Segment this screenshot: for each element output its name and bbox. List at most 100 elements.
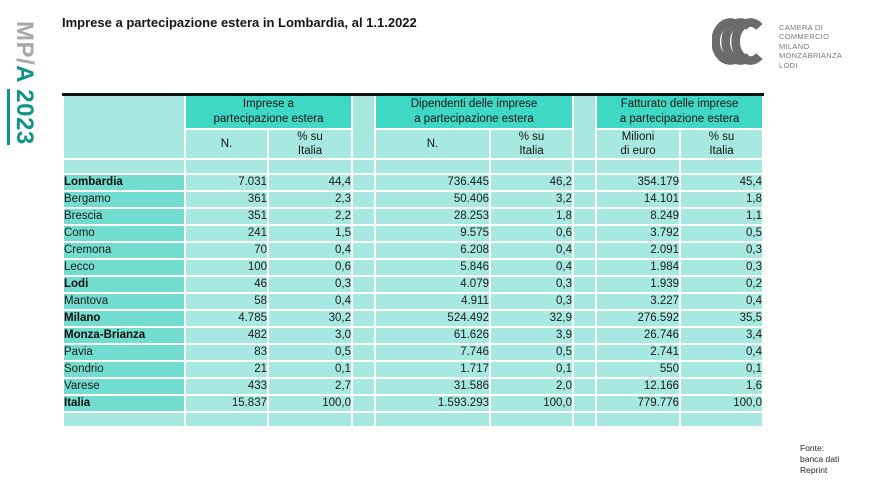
cell-value: 351 — [184, 206, 269, 226]
spacer-cell — [351, 291, 376, 311]
table-body: Lombardia 7.031 44,4 736.445 46,2 354.17… — [62, 157, 765, 428]
cell-value: 45,4 — [679, 172, 765, 192]
subheader-row: N. % su Italia N. % su Italia Milioni di… — [63, 127, 765, 160]
cell-value: 7.746 — [374, 342, 491, 362]
cell-value: 31.586 — [374, 376, 491, 396]
cell-value: 2,7 — [267, 376, 353, 396]
source-line: banca dati — [800, 454, 840, 464]
table-row: Brescia 351 2,2 28.253 1,8 8.249 1,1 — [62, 206, 765, 226]
table-row: Cremona 70 0,4 6.208 0,4 2.091 0,3 — [62, 240, 765, 260]
data-table-container: Imprese a partecipazione estera Dipenden… — [62, 93, 765, 428]
foreign-participation-table: Imprese a partecipazione estera Dipenden… — [62, 93, 765, 428]
row-label: Brescia — [62, 206, 186, 226]
row-label: Cremona — [62, 240, 186, 260]
logo-org-line: MONZABRIANZA — [779, 51, 843, 61]
cell-value: 354.179 — [595, 172, 682, 192]
cell-value: 2,2 — [267, 206, 353, 226]
cell-value: 0,6 — [267, 257, 353, 277]
source-note: Fonte: banca dati Reprint — [800, 443, 839, 476]
group-header-line: Fatturato delle imprese — [620, 97, 739, 110]
cell-value: 100,0 — [488, 393, 575, 413]
group-header-row: Imprese a partecipazione estera Dipenden… — [62, 93, 765, 160]
cell-value: 1.717 — [374, 359, 491, 379]
cell-value: 15.837 — [184, 393, 269, 413]
spacer-cell — [351, 240, 376, 260]
cell-value: 0,3 — [679, 257, 765, 277]
cell-value: 46 — [184, 274, 269, 294]
table-row: Como 241 1,5 9.575 0,6 3.792 0,5 — [62, 223, 765, 243]
cell-value: 12.166 — [595, 376, 682, 396]
cell-value: 26.746 — [595, 325, 682, 345]
cell-value: 1,8 — [679, 189, 765, 209]
cell-value: 3,0 — [267, 325, 353, 345]
logo-org-line: MILANO — [779, 41, 810, 51]
cell-value: 83 — [184, 342, 269, 362]
spacer-cell — [572, 274, 598, 294]
spacer-cell — [351, 223, 376, 243]
cell-value: 0,4 — [267, 291, 353, 311]
cell-value: 100,0 — [679, 393, 765, 413]
cell-value: 0,4 — [488, 257, 575, 277]
spacer-cell — [351, 206, 376, 226]
col-header-line: % su — [518, 130, 545, 143]
spacer-cell — [572, 223, 598, 243]
cell-value: 0,3 — [488, 274, 575, 294]
cell-value: 779.776 — [595, 393, 682, 413]
spacer-cell — [572, 172, 598, 192]
spacer-cell — [351, 189, 376, 209]
cell-value: 4.911 — [374, 291, 491, 311]
cell-value: 46,2 — [488, 172, 575, 192]
table-row: Sondrio 21 0,1 1.717 0,1 550 0,1 — [62, 359, 765, 379]
corner-cell — [62, 93, 186, 160]
cell-value: 44,4 — [267, 172, 353, 192]
spacer-cell — [572, 308, 598, 328]
spacer-cell — [572, 291, 598, 311]
cell-value: 2.091 — [595, 240, 682, 260]
sidebar-year-text: 2023 — [7, 89, 38, 145]
cell-value: 35,5 — [679, 308, 765, 328]
row-label: Mantova — [62, 291, 186, 311]
cell-value: 100,0 — [267, 393, 353, 413]
triple-c-logo-icon — [712, 18, 763, 65]
spacer-cell — [572, 325, 598, 345]
cell-value: 361 — [184, 189, 269, 209]
cell-value: 1.593.293 — [374, 393, 491, 413]
col-header-n-dipendenti: N. — [374, 127, 491, 160]
col-header-line: % su — [708, 130, 735, 143]
cell-value: 482 — [184, 325, 269, 345]
row-label: Lodi — [62, 274, 186, 294]
cell-value: 28.253 — [374, 206, 491, 226]
cell-value: 1,5 — [267, 223, 353, 243]
row-label: Pavia — [62, 342, 186, 362]
cell-value: 3.227 — [595, 291, 682, 311]
table-row: Lombardia 7.031 44,4 736.445 46,2 354.17… — [62, 172, 765, 192]
spacer-cell — [572, 257, 598, 277]
group-header-imprese: Imprese a partecipazione estera — [184, 93, 353, 130]
spacer-cell — [351, 308, 376, 328]
col-header-line: Italia — [519, 144, 544, 157]
table-row: Monza-Brianza 482 3,0 61.626 3,9 26.746 … — [62, 325, 765, 345]
sidebar-mp-text: MP/ — [11, 21, 38, 66]
spacer-cell — [351, 393, 376, 413]
col-header-pct-fatturato: % su Italia — [679, 127, 765, 160]
cell-value: 276.592 — [595, 308, 682, 328]
group-header-dipendenti: Dipendenti delle imprese a partecipazion… — [373, 93, 575, 130]
cell-value: 0,3 — [488, 291, 575, 311]
cell-value: 0,1 — [488, 359, 575, 379]
cell-value: 0,1 — [679, 359, 765, 379]
cell-value: 6.208 — [374, 240, 491, 260]
row-label: Lecco — [62, 257, 186, 277]
cell-value: 1,1 — [679, 206, 765, 226]
cell-value: 0,2 — [679, 274, 765, 294]
spacer-cell — [572, 93, 598, 160]
spacer-cell — [572, 359, 598, 379]
table-row: Mantova 58 0,4 4.911 0,3 3.227 0,4 — [62, 291, 765, 311]
col-header-line: Italia — [297, 144, 323, 157]
spacer-cell — [351, 325, 376, 345]
table-row: Lecco 100 0,6 5.846 0,4 1.984 0,3 — [62, 257, 765, 277]
col-header-line: N. — [426, 137, 439, 150]
cell-value: 2,0 — [488, 376, 575, 396]
sidebar-a-text: A — [11, 65, 38, 90]
cell-value: 2,3 — [267, 189, 353, 209]
table-row: Pavia 83 0,5 7.746 0,5 2.741 0,4 — [62, 342, 765, 362]
